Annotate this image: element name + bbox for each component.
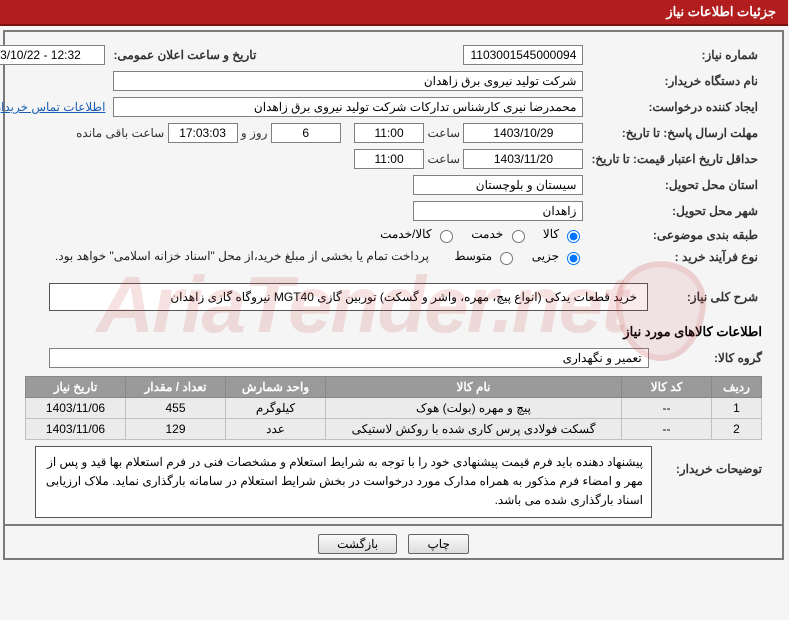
radio-partial[interactable] bbox=[568, 252, 581, 265]
province-value: سیستان و بلوچستان bbox=[414, 175, 584, 195]
radio-goods[interactable] bbox=[568, 230, 581, 243]
province-label: استان محل تحویل: bbox=[588, 172, 763, 198]
payment-note: پرداخت تمام یا بخشی از مبلغ خرید،از محل … bbox=[56, 249, 430, 263]
panel-title: جزئیات اطلاعات نیاز bbox=[0, 0, 789, 26]
min-validity-time-value: 11:00 bbox=[355, 149, 425, 169]
cell-name: پیچ و مهره (بولت) هوک bbox=[327, 398, 623, 419]
desc-text: خرید قطعات یدکی (انواع پیچ، مهره، واشر و… bbox=[50, 283, 649, 311]
group-value: تعمیر و نگهداری bbox=[50, 348, 650, 368]
requester-value: محمدرضا نیری کارشناس تدارکات شرکت تولید … bbox=[114, 97, 584, 117]
radio-goods-service-label: کالا/خدمت bbox=[381, 227, 457, 241]
goods-table: ردیف کد کالا نام کالا واحد شمارش تعداد /… bbox=[26, 376, 763, 440]
cell-code: -- bbox=[623, 398, 713, 419]
remaining-suffix: ساعت باقی مانده bbox=[77, 126, 165, 140]
buyer-explain-text: پیشنهاد دهنده باید فرم قیمت پیشنهادی خود… bbox=[36, 446, 653, 518]
need-number-value: 1103001545000094 bbox=[464, 45, 584, 65]
deadline-label: مهلت ارسال پاسخ: تا تاریخ: bbox=[588, 120, 763, 146]
th-unit: واحد شمارش bbox=[227, 377, 327, 398]
cell-unit: عدد bbox=[227, 419, 327, 440]
requester-label: ایجاد کننده درخواست: bbox=[588, 94, 763, 120]
remaining-hms-value: 17:03:03 bbox=[169, 123, 239, 143]
min-validity-date-value: 1403/11/20 bbox=[464, 149, 584, 169]
category-label: طبقه بندی موضوعی: bbox=[588, 224, 763, 246]
radio-service[interactable] bbox=[513, 230, 526, 243]
buyer-explain-label: توضیحات خریدار: bbox=[653, 446, 763, 476]
th-qty: تعداد / مقدار bbox=[127, 377, 227, 398]
cell-qty: 129 bbox=[127, 419, 227, 440]
back-button[interactable]: بازگشت bbox=[319, 534, 398, 554]
cell-row: 1 bbox=[713, 398, 763, 419]
th-row: ردیف bbox=[713, 377, 763, 398]
details-panel: شماره نیاز: 1103001545000094 تاریخ و ساع… bbox=[4, 30, 785, 526]
buyer-name-value: شرکت تولید نیروی برق زاهدان bbox=[114, 71, 584, 91]
cell-date: 1403/11/06 bbox=[27, 419, 127, 440]
need-number-label: شماره نیاز: bbox=[588, 42, 763, 68]
table-row: 2--گسکت فولادی پرس کاری شده با روکش لاست… bbox=[27, 419, 763, 440]
cell-unit: کیلوگرم bbox=[227, 398, 327, 419]
desc-title-label: شرح کلی نیاز: bbox=[653, 280, 763, 314]
radio-medium-label: متوسط bbox=[455, 249, 517, 263]
cell-date: 1403/11/06 bbox=[27, 398, 127, 419]
city-label: شهر محل تحویل: bbox=[588, 198, 763, 224]
cell-row: 2 bbox=[713, 419, 763, 440]
process-type-label: نوع فرآیند خرید : bbox=[588, 246, 763, 268]
radio-goods-label: کالا bbox=[544, 227, 585, 241]
city-value: زاهدان bbox=[414, 201, 584, 221]
deadline-date-value: 1403/10/29 bbox=[464, 123, 584, 143]
th-name: نام کالا bbox=[327, 377, 623, 398]
radio-partial-label: جزیی bbox=[533, 249, 585, 263]
radio-service-label: خدمت bbox=[472, 227, 528, 241]
goods-section-title: اطلاعات کالاهای مورد نیاز bbox=[28, 324, 763, 340]
group-label: گروه کالا: bbox=[653, 351, 763, 365]
print-button[interactable]: چاپ bbox=[409, 534, 469, 554]
time-label-1: ساعت bbox=[428, 126, 461, 140]
buyer-name-label: نام دستگاه خریدار: bbox=[588, 68, 763, 94]
cell-qty: 455 bbox=[127, 398, 227, 419]
time-label-2: ساعت bbox=[428, 152, 461, 166]
announce-value: 1403/10/22 - 12:32 bbox=[0, 45, 106, 65]
buttons-bar: چاپ بازگشت bbox=[4, 526, 785, 560]
table-row: 1--پیچ و مهره (بولت) هوککیلوگرم4551403/1… bbox=[27, 398, 763, 419]
radio-goods-service[interactable] bbox=[441, 230, 454, 243]
cell-name: گسکت فولادی پرس کاری شده با روکش لاستیکی bbox=[327, 419, 623, 440]
remaining-days-value: 6 bbox=[272, 123, 342, 143]
radio-medium[interactable] bbox=[501, 252, 514, 265]
th-date: تاریخ نیاز bbox=[27, 377, 127, 398]
min-validity-label: حداقل تاریخ اعتبار قیمت: تا تاریخ: bbox=[588, 146, 763, 172]
th-code: کد کالا bbox=[623, 377, 713, 398]
buyer-contact-link[interactable]: اطلاعات تماس خریدار bbox=[0, 100, 106, 114]
announce-label: تاریخ و ساعت اعلان عمومی: bbox=[110, 42, 261, 68]
days-and-label: روز و bbox=[242, 126, 269, 140]
deadline-time-value: 11:00 bbox=[355, 123, 425, 143]
cell-code: -- bbox=[623, 419, 713, 440]
